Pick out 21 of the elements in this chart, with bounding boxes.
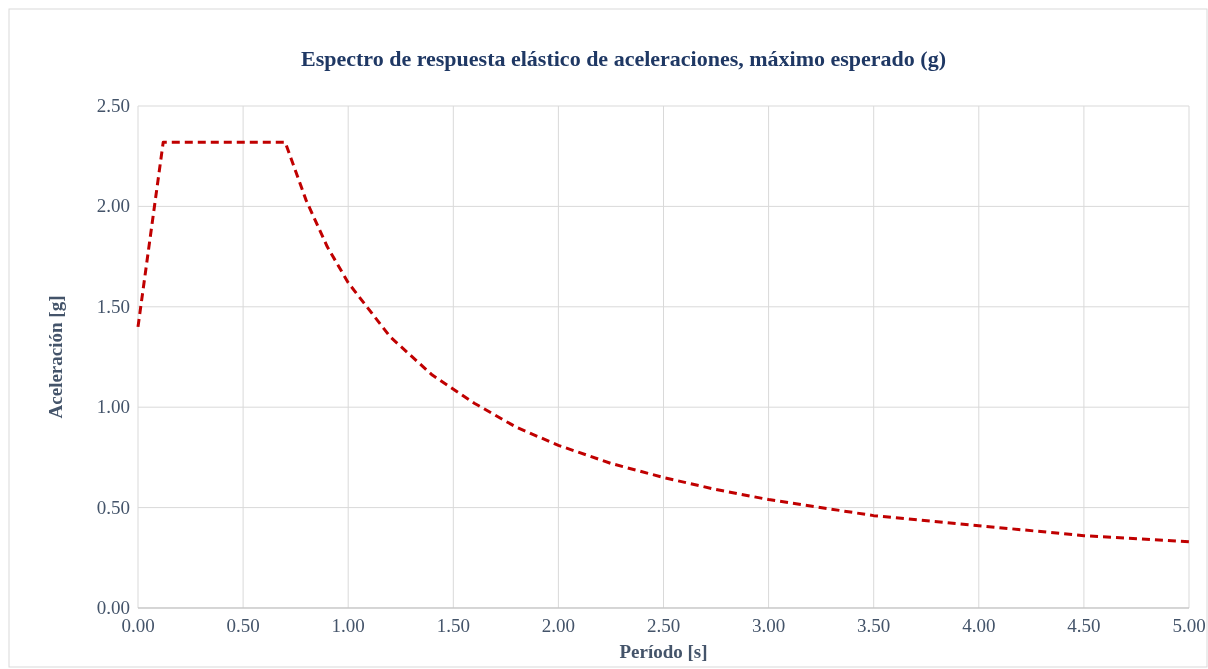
x-tick-label: 5.00 bbox=[1172, 615, 1206, 636]
x-tick-label: 1.00 bbox=[331, 615, 365, 636]
x-tick-label: 3.00 bbox=[751, 615, 786, 636]
x-tick-label: 1.50 bbox=[436, 615, 470, 636]
x-tick-label: 3.50 bbox=[857, 615, 891, 636]
x-tick-label: 2.50 bbox=[646, 615, 681, 636]
x-tick-label: 4.50 bbox=[1067, 615, 1101, 636]
y-tick-label: 0.50 bbox=[96, 496, 130, 518]
chart-title: Espectro de respuesta elástico de aceleraciones, máximo esperado (g) bbox=[300, 46, 947, 71]
y-tick-label: 2.50 bbox=[96, 95, 130, 116]
x-tick-label: 0.50 bbox=[226, 615, 260, 636]
y-tick-label: 2.00 bbox=[96, 195, 130, 217]
y-axis-title: Aceleración [g] bbox=[45, 295, 66, 419]
y-tick-label: 1.00 bbox=[96, 396, 130, 418]
line-series bbox=[136, 140, 1191, 544]
x-tick-label: 0.00 bbox=[121, 615, 155, 636]
y-tick-label: 0.00 bbox=[96, 597, 130, 618]
x-tick-label: 4.00 bbox=[962, 615, 996, 636]
x-axis-title: Período [s] bbox=[619, 641, 708, 662]
x-tick-label: 2.00 bbox=[541, 615, 576, 636]
y-tick-label: 1.50 bbox=[96, 295, 130, 317]
